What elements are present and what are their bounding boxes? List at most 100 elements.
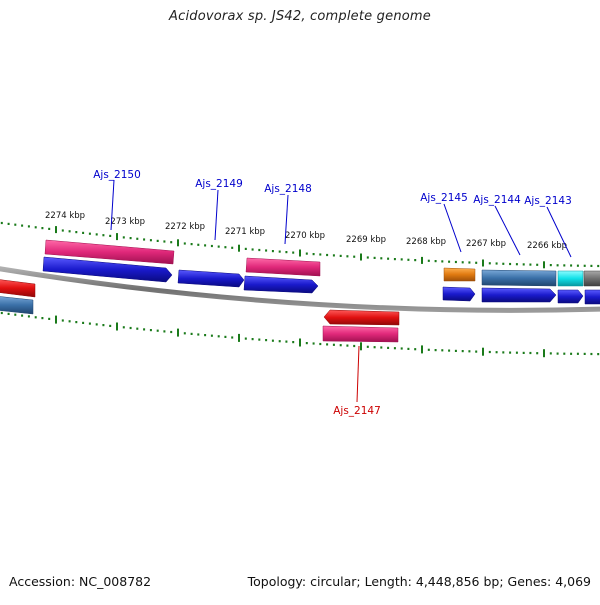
minor-tick: [339, 344, 342, 347]
minor-tick: [434, 349, 437, 352]
minor-tick: [326, 343, 329, 346]
minor-tick: [312, 253, 315, 256]
minor-tick: [95, 233, 98, 236]
minor-tick: [326, 253, 329, 257]
topology-text: Topology: circular; Length: 4,448,856 bp…: [247, 574, 591, 589]
minor-tick: [34, 226, 37, 229]
leader-ajs-2147: [356, 345, 360, 403]
gene-ajs-2149[interactable]: [177, 269, 245, 288]
minor-tick: [597, 264, 600, 268]
minor-tick: [258, 338, 261, 341]
gene-left-reverse-domain[interactable]: [0, 296, 34, 315]
minor-tick: [7, 312, 10, 315]
gene-ajs-2143-domain[interactable]: [557, 270, 584, 287]
minor-tick: [61, 229, 64, 232]
gene-label-ajs-2144[interactable]: Ajs_2144: [473, 194, 521, 206]
major-tick: [360, 253, 362, 261]
minor-tick: [522, 351, 525, 354]
gene-ajs-2150[interactable]: [42, 256, 173, 283]
major-tick: [482, 347, 484, 356]
minor-tick: [210, 334, 213, 337]
minor-tick: [183, 332, 186, 335]
kbp-label: 2270 kbp: [285, 231, 325, 241]
leader-ajs-2149: [214, 189, 219, 241]
minor-tick: [149, 239, 152, 242]
minor-tick: [576, 264, 579, 267]
minor-tick: [407, 258, 410, 261]
minor-tick: [407, 347, 410, 350]
minor-tick: [590, 352, 593, 356]
minor-tick: [468, 350, 471, 353]
genome-title: Acidovorax sp. JS42, complete genome: [169, 9, 431, 24]
major-tick: [299, 338, 301, 347]
gene-label-ajs-2145[interactable]: Ajs_2145: [420, 192, 468, 204]
gene-ajs-2150-domain[interactable]: [44, 239, 175, 265]
gene-label-ajs-2149[interactable]: Ajs_2149: [195, 178, 243, 190]
minor-tick: [258, 248, 261, 252]
gene-ajs-2143[interactable]: [557, 289, 584, 304]
gene-label-ajs-2143[interactable]: Ajs_2143: [524, 195, 572, 207]
gene-ajs-2145[interactable]: [442, 286, 476, 302]
minor-tick: [312, 342, 315, 345]
minor-tick: [434, 260, 437, 263]
minor-tick: [346, 344, 349, 347]
gene-label-ajs-2147[interactable]: Ajs_2147: [333, 405, 381, 417]
major-tick: [55, 226, 57, 234]
minor-tick: [278, 250, 281, 253]
gene-left-reverse[interactable]: [0, 279, 36, 298]
minor-tick: [400, 258, 403, 261]
minor-tick: [0, 221, 3, 225]
minor-tick: [7, 222, 10, 225]
gene-ajs-2148[interactable]: [243, 275, 319, 294]
minor-tick: [515, 263, 518, 266]
minor-tick: [583, 352, 586, 355]
minor-tick: [475, 350, 478, 353]
minor-tick: [495, 262, 498, 265]
gene-next-forward[interactable]: [584, 289, 600, 305]
minor-tick: [597, 353, 600, 356]
kbp-label: 2269 kbp: [346, 235, 386, 245]
minor-tick: [265, 339, 268, 342]
minor-tick: [271, 339, 274, 342]
gene-ajs-2144[interactable]: [481, 287, 557, 303]
minor-tick: [522, 263, 525, 266]
gene-ajs-2147-domain[interactable]: [322, 325, 399, 343]
minor-tick: [509, 262, 512, 266]
minor-tick: [48, 227, 51, 230]
upper-tick-track: [0, 221, 600, 269]
minor-tick: [488, 262, 491, 265]
minor-tick: [332, 254, 335, 257]
gene-labels: Ajs_2150 Ajs_2149 Ajs_2148 Ajs_2145 Ajs_…: [93, 169, 572, 417]
minor-tick: [204, 244, 207, 247]
minor-tick: [570, 352, 573, 355]
minor-tick: [278, 340, 281, 343]
kbp-label: 2267 kbp: [466, 239, 506, 249]
gene-label-ajs-2150[interactable]: Ajs_2150: [93, 169, 141, 181]
minor-tick: [265, 249, 268, 252]
minor-tick: [549, 264, 552, 267]
minor-tick: [400, 347, 403, 350]
gene-ajs-2144-domain[interactable]: [481, 269, 557, 287]
forward-strand-genes: [42, 239, 600, 305]
minor-tick: [475, 261, 478, 264]
major-tick: [177, 239, 179, 247]
gene-label-ajs-2148[interactable]: Ajs_2148: [264, 183, 312, 195]
gene-ajs-2143-domain-2[interactable]: [583, 270, 600, 287]
minor-tick: [319, 253, 322, 256]
minor-tick: [285, 340, 288, 343]
minor-tick: [231, 246, 234, 249]
minor-tick: [68, 320, 71, 323]
minor-tick: [549, 352, 552, 355]
minor-tick: [285, 251, 288, 254]
minor-tick: [190, 332, 193, 335]
gene-ajs-2147[interactable]: [323, 309, 400, 326]
minor-tick: [88, 322, 91, 325]
minor-tick: [570, 264, 573, 267]
minor-tick: [244, 247, 247, 250]
gene-ajs-2148-domain[interactable]: [245, 257, 321, 277]
gene-ajs-2145-domain[interactable]: [443, 267, 476, 282]
minor-tick: [163, 330, 166, 333]
major-tick: [360, 342, 362, 351]
minor-tick: [332, 343, 335, 346]
